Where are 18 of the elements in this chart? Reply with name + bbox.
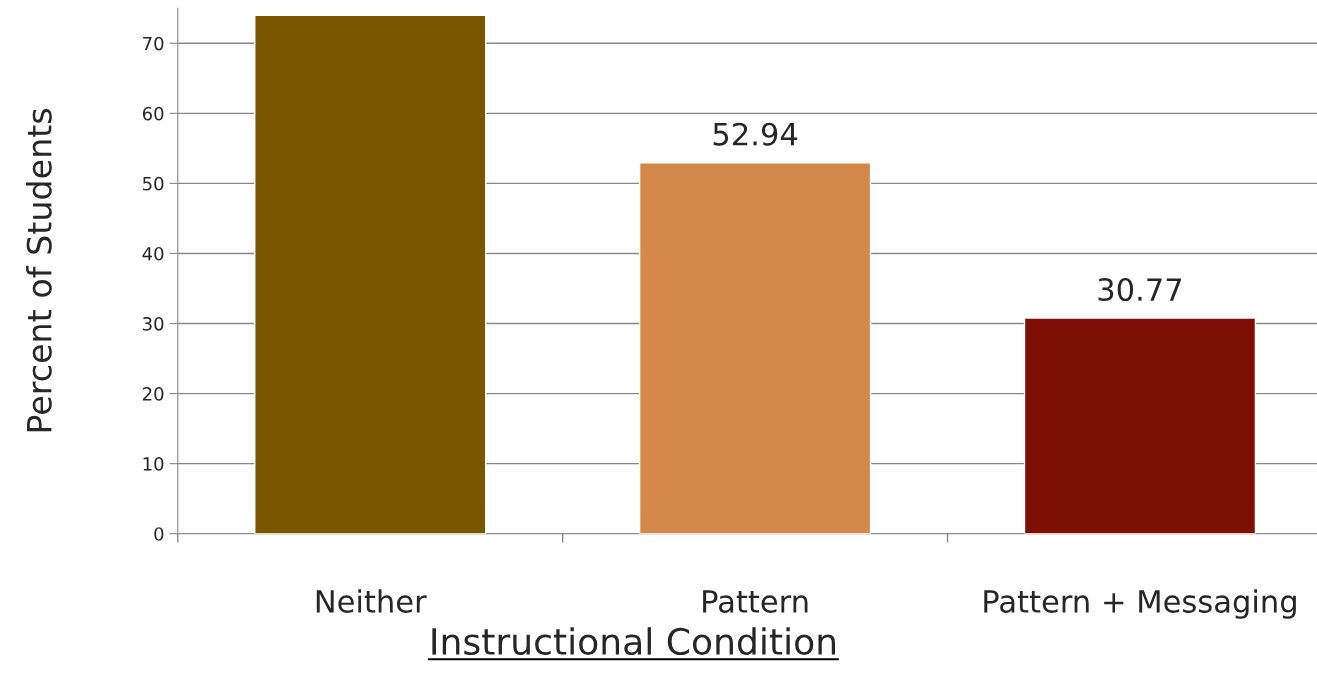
- x-tick-label: Pattern: [703, 590, 808, 613]
- y-tick-label: 0: [154, 527, 164, 541]
- y-tick-label: 50: [143, 176, 164, 191]
- y-tick-label: 30: [143, 316, 164, 331]
- x-axis-title: Instructional Condition: [432, 627, 836, 656]
- y-tick-label: 20: [142, 387, 164, 401]
- y-axis-title: Percent of Students: [26, 108, 52, 432]
- bar: [638, 162, 872, 534]
- y-tick-label: 70: [143, 36, 164, 51]
- bar: [254, 14, 487, 534]
- y-tick-label: 60: [142, 106, 164, 121]
- x-tick-label: Neither: [316, 589, 427, 613]
- bar: [1023, 317, 1257, 534]
- y-tick-label: 10: [143, 457, 164, 471]
- data-label: 52.94: [713, 122, 798, 146]
- data-label: 30.77: [1098, 277, 1182, 302]
- x-tick-label: Pattern + Messaging: [984, 589, 1296, 619]
- y-tick-label: 40: [142, 246, 164, 261]
